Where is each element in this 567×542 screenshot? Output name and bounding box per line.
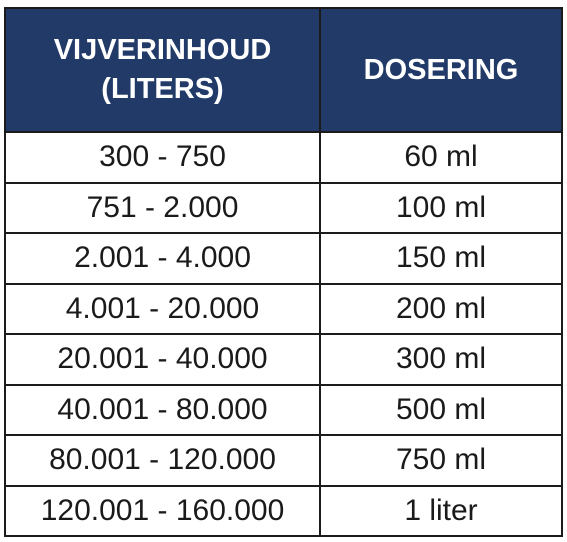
table-row: 4.001 - 20.000 200 ml [4,282,563,335]
dosage-table: VIJVERINHOUD (LITERS) DOSERING 300 - 750… [4,7,563,537]
table-row: 80.001 - 120.000 750 ml [4,434,563,487]
header-row: VIJVERINHOUD (LITERS) DOSERING [4,7,563,133]
volume-cell: 751 - 2.000 [4,181,321,234]
table-row: 300 - 750 60 ml [4,131,563,184]
volume-cell: 120.001 - 160.000 [4,484,321,537]
volume-cell: 20.001 - 40.000 [4,333,321,386]
dosage-cell: 300 ml [319,333,563,386]
table-row: 20.001 - 40.000 300 ml [4,333,563,386]
volume-cell: 80.001 - 120.000 [4,434,321,487]
dosage-cell: 100 ml [319,181,563,234]
header-pond-volume-line1: VIJVERINHOUD [53,34,272,66]
dosage-cell: 1 liter [319,484,563,537]
header-pond-volume-line2: (LITERS) [101,73,224,105]
volume-cell: 300 - 750 [4,131,321,184]
table-row: 2.001 - 4.000 150 ml [4,232,563,285]
dosage-cell: 500 ml [319,383,563,436]
table-row: 120.001 - 160.000 1 liter [4,484,563,537]
dosage-cell: 200 ml [319,282,563,335]
table-row: 751 - 2.000 100 ml [4,181,563,234]
volume-cell: 40.001 - 80.000 [4,383,321,436]
header-dosage: DOSERING [319,7,563,133]
table-header: VIJVERINHOUD (LITERS) DOSERING [4,7,563,133]
dosage-cell: 150 ml [319,232,563,285]
dosage-cell: 750 ml [319,434,563,487]
header-pond-volume: VIJVERINHOUD (LITERS) [4,7,321,133]
table-body: 300 - 750 60 ml 751 - 2.000 100 ml 2.001… [4,131,563,537]
table-row: 40.001 - 80.000 500 ml [4,383,563,436]
dosage-cell: 60 ml [319,131,563,184]
volume-cell: 4.001 - 20.000 [4,282,321,335]
volume-cell: 2.001 - 4.000 [4,232,321,285]
